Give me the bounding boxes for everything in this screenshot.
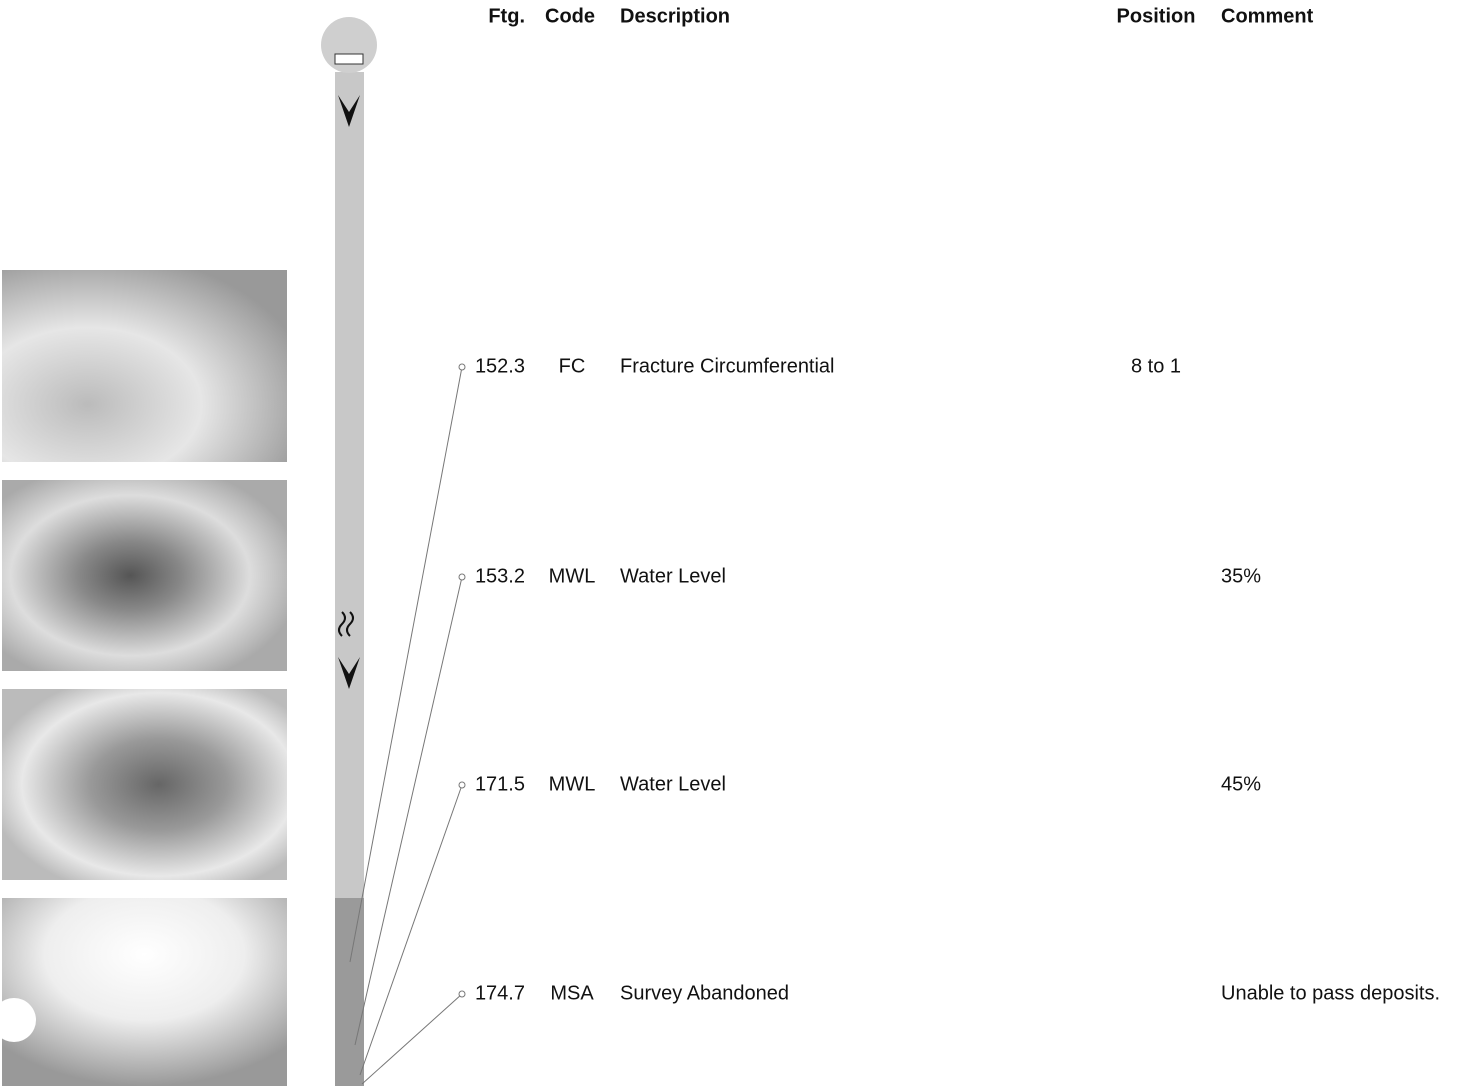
header-code: Code: [545, 5, 595, 27]
leader-line: [361, 993, 463, 1085]
leader-dot: [458, 363, 466, 371]
footage: 171.5: [475, 773, 525, 795]
photo-marker: [0, 998, 36, 1042]
leader-line: [354, 576, 463, 1046]
break-symbol: [338, 611, 354, 637]
code: MWL: [549, 565, 596, 587]
camera-icon: [334, 53, 364, 65]
description: Fracture Circumferential: [620, 355, 835, 377]
leader-dot: [458, 990, 466, 998]
pipe: [321, 17, 377, 1086]
comment: 45%: [1221, 773, 1261, 795]
header-position: Position: [1117, 5, 1196, 27]
comment: 35%: [1221, 565, 1261, 587]
comment: Unable to pass deposits.: [1221, 982, 1440, 1004]
description: Water Level: [620, 773, 726, 795]
leader-dot: [458, 781, 466, 789]
header-comment: Comment: [1221, 5, 1314, 27]
table-rows: 152.3 FC Fracture Circumferential 8 to 1 153…: [475, 355, 1440, 1004]
footage: 152.3: [475, 355, 525, 377]
header-ftg: Ftg.: [488, 5, 525, 27]
pipe-segment: [335, 898, 364, 1086]
camera-start: [321, 17, 377, 73]
direction-arrow: [338, 95, 360, 127]
position: 8 to 1: [1131, 355, 1181, 377]
code: MSA: [550, 982, 594, 1004]
leader-dot: [458, 573, 466, 581]
leader-line: [349, 366, 463, 963]
photo: [2, 270, 287, 462]
photo: [2, 689, 287, 880]
leaders: [349, 363, 466, 1085]
table-header: Ftg. Code Description Position Comment: [488, 5, 1313, 27]
photos: [0, 270, 287, 1086]
photo: [2, 480, 287, 671]
footage: 153.2: [475, 565, 525, 587]
code: MWL: [549, 773, 596, 795]
photo: [2, 898, 287, 1086]
description: Survey Abandoned: [620, 982, 789, 1004]
leader-line: [359, 784, 463, 1076]
code: FC: [559, 355, 586, 377]
direction-arrow: [338, 657, 360, 689]
footage: 174.7: [475, 982, 525, 1004]
header-description: Description: [620, 5, 730, 27]
description: Water Level: [620, 565, 726, 587]
